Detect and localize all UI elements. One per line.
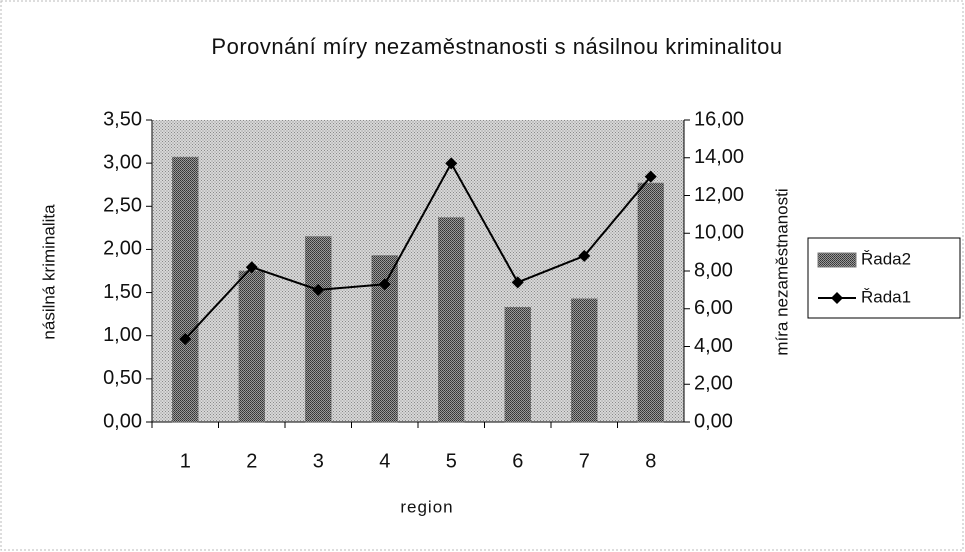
- y2-tick-label: 0,00: [694, 410, 733, 432]
- y-tick-label: 1,50: [103, 281, 142, 303]
- y2-tick-label: 2,00: [694, 373, 733, 395]
- x-tick-label: 6: [512, 450, 523, 472]
- line: [184, 161, 652, 340]
- y-tick-label: 3,00: [103, 151, 142, 173]
- legend-box: [807, 237, 961, 319]
- point: [378, 278, 391, 291]
- legend-marker: [831, 292, 843, 304]
- y2-tick-label: 10,00: [694, 222, 744, 244]
- bar: [637, 182, 664, 423]
- point: [644, 170, 657, 183]
- y2-tick-label: 16,00: [694, 108, 744, 130]
- bar: [571, 298, 598, 423]
- x-tick-label: 3: [313, 450, 324, 472]
- y-tick-label: 2,00: [103, 238, 142, 260]
- bar: [305, 236, 332, 423]
- chart-title: Porovnání míry nezaměstnanosti s násilno…: [211, 34, 782, 59]
- legend-label: Řada2: [861, 249, 911, 268]
- point: [445, 157, 458, 170]
- y2-axis-title: míra nezaměstnanosti: [772, 188, 791, 355]
- y2-tick-label: 12,00: [694, 184, 744, 206]
- x-tick-label: 2: [246, 450, 257, 472]
- y-tick-label: 2,50: [103, 195, 142, 217]
- x-tick-label: 5: [446, 450, 457, 472]
- point: [511, 276, 524, 289]
- y-tick-label: 0,00: [103, 410, 142, 432]
- y2-tick-label: 6,00: [694, 297, 733, 319]
- bar: [238, 270, 265, 423]
- x-tick-label: 4: [379, 450, 390, 472]
- point: [179, 332, 192, 345]
- point: [245, 261, 258, 274]
- bar: [504, 306, 531, 423]
- bar: [172, 156, 199, 423]
- y2-tick-label: 8,00: [694, 259, 733, 281]
- legend-swatch: [817, 252, 857, 268]
- y-tick-label: 0,50: [103, 367, 142, 389]
- x-tick-label: 1: [180, 450, 191, 472]
- x-tick-label: 8: [645, 450, 656, 472]
- point: [312, 283, 325, 296]
- point: [578, 249, 591, 262]
- y-axis-title: násilná kriminalita: [39, 204, 58, 340]
- y-tick-label: 1,00: [103, 324, 142, 346]
- x-tick-label: 7: [579, 450, 590, 472]
- plot-area: [152, 120, 684, 422]
- y2-tick-label: 14,00: [694, 146, 744, 168]
- y-tick-label: 3,50: [103, 108, 142, 130]
- bar: [438, 217, 465, 423]
- x-axis-title: region: [400, 497, 453, 516]
- y2-tick-label: 4,00: [694, 335, 733, 357]
- legend-label: Řada1: [861, 287, 911, 306]
